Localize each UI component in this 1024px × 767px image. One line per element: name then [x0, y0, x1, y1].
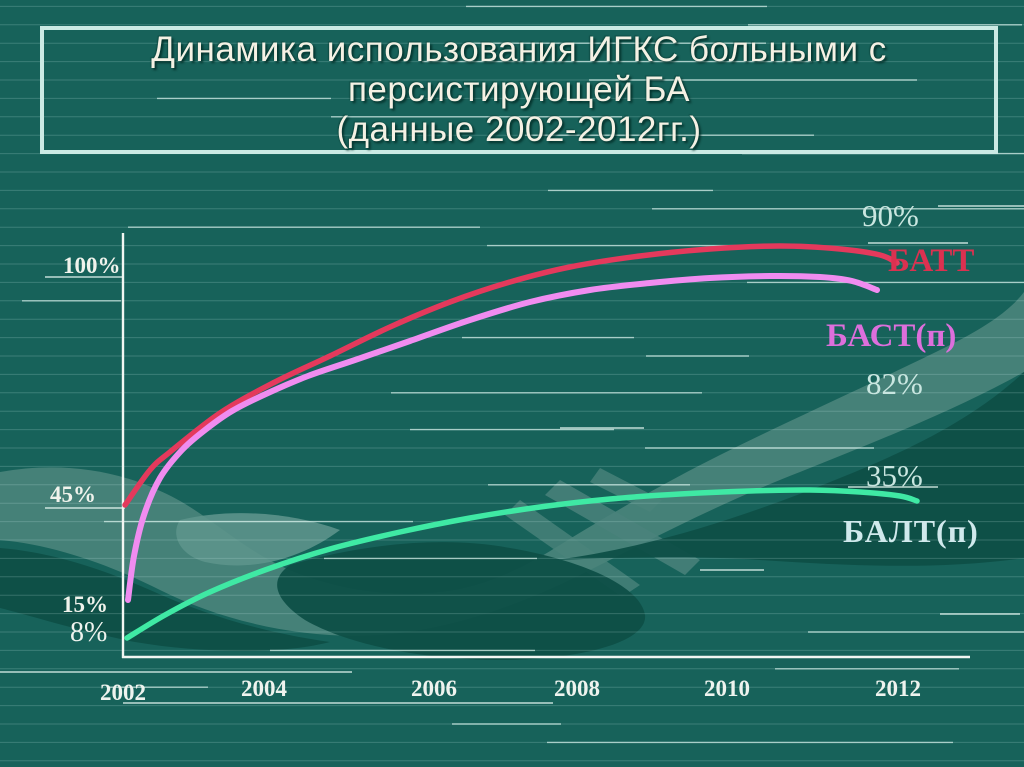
series-label-bast: БАСТ(п) — [826, 318, 957, 354]
series-label-balt: БАЛТ(п) — [843, 513, 979, 549]
x-tick-2008: 2008 — [554, 676, 600, 701]
annotation-35pct: 35% — [866, 458, 923, 493]
x-tick-2002: 2002 — [100, 680, 146, 705]
slide-title-line3: (данные 2002-2012гг.) — [336, 110, 702, 149]
annotation-82pct: 82% — [866, 366, 923, 401]
x-tick-2012: 2012 — [875, 676, 921, 701]
y-axis-label-8: 8% — [70, 617, 108, 648]
y-axis-label-100: 100% — [63, 253, 121, 278]
slide-title-line1: Динамика использования ИГКС больными с — [151, 30, 887, 69]
x-tick-2004: 2004 — [241, 676, 287, 701]
series-label-batt: БАТТ — [888, 243, 975, 279]
slide-title-line2: персистирующей БА — [347, 70, 691, 109]
y-axis-label-45: 45% — [50, 482, 96, 507]
annotation-90pct: 90% — [862, 198, 919, 233]
slide-title-box: Динамика использования ИГКС больными с п… — [40, 26, 998, 154]
x-tick-2006: 2006 — [411, 676, 457, 701]
x-tick-2010: 2010 — [704, 676, 750, 701]
y-axis-label-15: 15% — [62, 592, 108, 617]
